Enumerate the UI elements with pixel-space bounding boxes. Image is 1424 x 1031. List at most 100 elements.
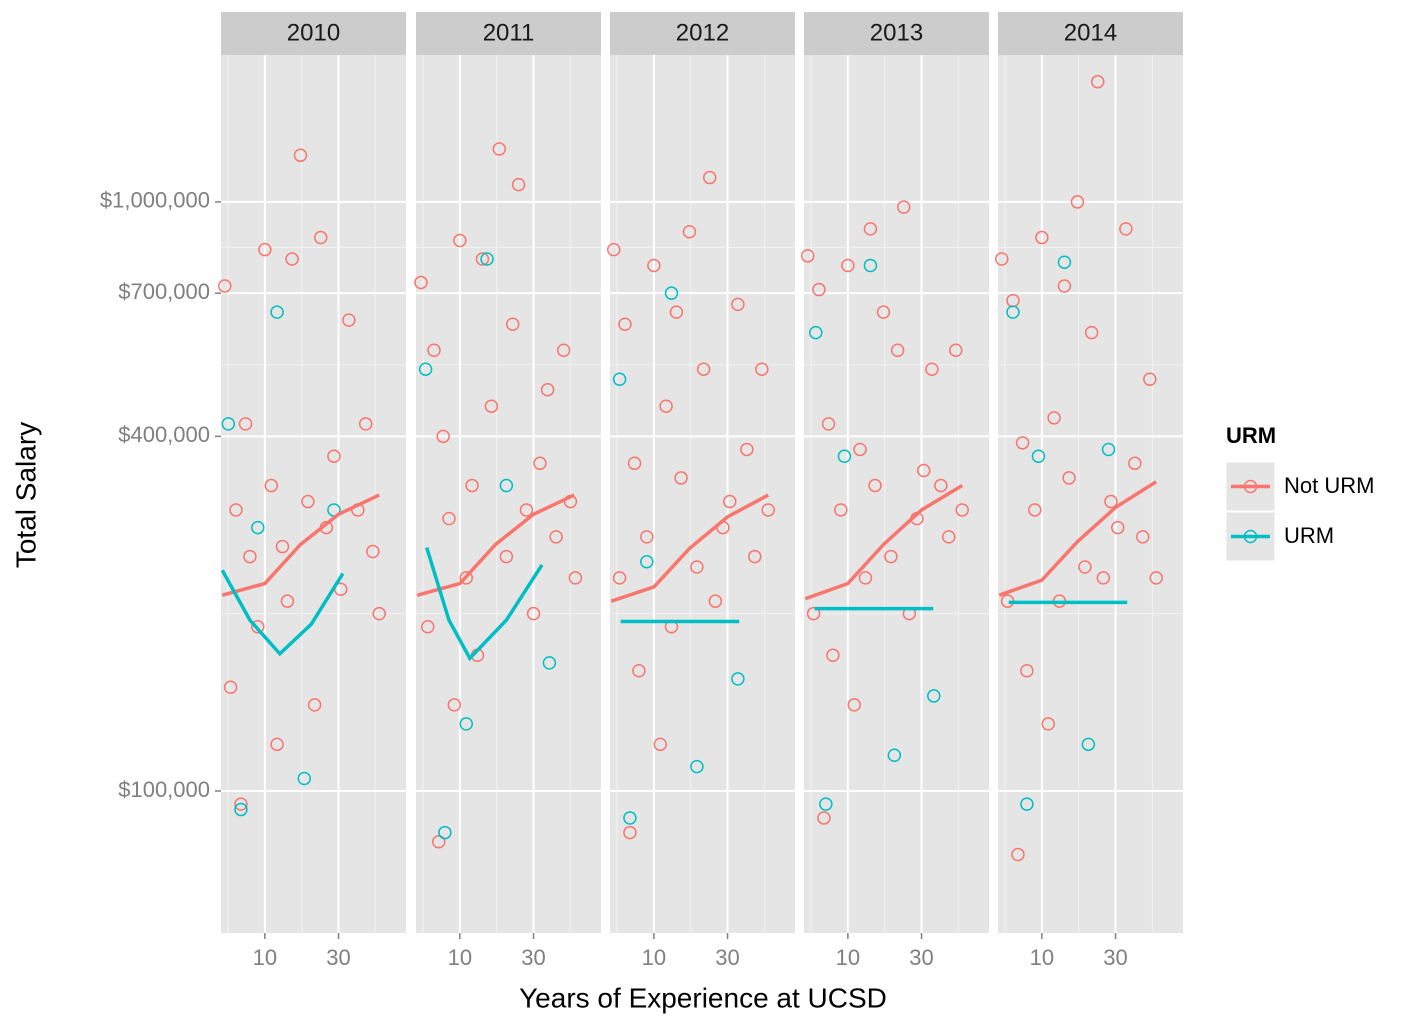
strip-label: 2010 [287, 19, 340, 46]
point [484, 399, 499, 413]
point [418, 362, 433, 376]
point [568, 571, 583, 585]
point [868, 478, 882, 493]
y-tick-label: $1,000,000 [100, 188, 210, 213]
point [809, 325, 823, 340]
point [251, 520, 265, 535]
point [499, 478, 514, 493]
point [526, 606, 541, 621]
y-axis-title: Total Salary [10, 422, 41, 568]
point [806, 606, 821, 621]
point [623, 825, 637, 840]
point [499, 549, 514, 564]
point [927, 689, 941, 703]
point [459, 717, 474, 731]
point [612, 372, 627, 387]
x-tick-label: 10 [253, 945, 277, 970]
point [853, 442, 867, 457]
point [731, 297, 745, 312]
point [492, 142, 507, 156]
point [1011, 847, 1025, 862]
point [1035, 230, 1049, 245]
y-tick-label: $700,000 [118, 279, 210, 304]
point [459, 571, 474, 585]
point [1047, 411, 1061, 425]
point [436, 429, 450, 444]
x-tick-label: 10 [836, 945, 860, 970]
point [243, 549, 257, 564]
point [607, 242, 621, 257]
point [342, 313, 356, 327]
point [270, 305, 284, 319]
point [280, 594, 295, 608]
point [1020, 797, 1034, 811]
point [702, 170, 717, 185]
point [812, 282, 826, 297]
point [612, 571, 627, 585]
point [293, 148, 308, 163]
point [1031, 449, 1046, 464]
point [1057, 255, 1072, 269]
fit-line [416, 493, 575, 597]
strip-label: 2012 [676, 19, 729, 46]
legend-label: URM [1284, 523, 1334, 548]
point [740, 442, 754, 457]
point [925, 362, 939, 376]
point [505, 317, 520, 331]
point [1128, 456, 1142, 471]
fit-line [425, 547, 544, 662]
point [1090, 74, 1105, 89]
point [372, 606, 386, 621]
point [690, 560, 704, 574]
point [540, 382, 555, 397]
strip-background [416, 12, 601, 55]
strip-label: 2011 [483, 19, 535, 46]
point [949, 343, 963, 358]
point [669, 305, 684, 319]
point [690, 759, 704, 774]
point [623, 811, 637, 825]
x-tick-label: 10 [642, 945, 666, 970]
point [475, 252, 490, 266]
point [1096, 571, 1111, 585]
point [817, 811, 831, 825]
y-tick-label: $400,000 [118, 422, 210, 447]
point [366, 544, 380, 559]
point [301, 494, 315, 509]
point [297, 771, 312, 786]
x-axis-title: Years of Experience at UCSD [519, 982, 887, 1013]
legend-title: URM [1226, 423, 1276, 448]
panel-background [998, 55, 1183, 933]
point [847, 698, 862, 712]
point [264, 478, 279, 493]
point [1081, 737, 1096, 752]
point [223, 680, 238, 695]
point [876, 305, 891, 319]
point [1084, 325, 1099, 340]
point [834, 503, 848, 517]
strip-label: 2013 [870, 19, 923, 46]
point [313, 230, 328, 245]
point [1006, 305, 1020, 319]
point [821, 417, 836, 431]
point [1149, 571, 1163, 585]
point [270, 737, 284, 752]
point [640, 554, 654, 569]
point [234, 802, 248, 817]
point [480, 252, 494, 266]
point [761, 503, 775, 517]
point [556, 343, 571, 358]
point [682, 224, 697, 239]
point [285, 252, 299, 266]
point [1119, 222, 1133, 236]
point [1041, 717, 1056, 731]
point [519, 503, 534, 517]
point [640, 530, 654, 544]
point [1143, 372, 1157, 387]
point [359, 417, 373, 431]
point [549, 530, 563, 544]
point [234, 797, 248, 811]
point [664, 286, 679, 300]
point [618, 317, 632, 331]
